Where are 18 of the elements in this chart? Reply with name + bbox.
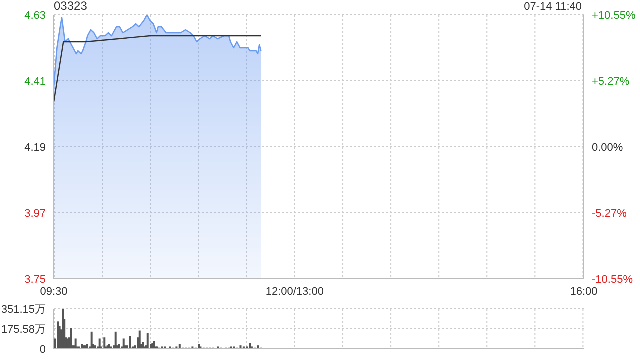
y-tick-label: 0 bbox=[40, 344, 46, 356]
y2-tick-label: -10.55% bbox=[592, 274, 634, 286]
y2-tick-label: -5.27% bbox=[592, 208, 628, 220]
y-tick-label: 4.63 bbox=[24, 10, 46, 22]
y2-tick-label: +5.27% bbox=[592, 76, 630, 88]
y-tick-label: 351.15万 bbox=[1, 304, 46, 316]
y2-tick-label: +10.55% bbox=[592, 10, 636, 22]
y-tick-label: 3.97 bbox=[24, 208, 46, 220]
y2-tick-label: 0.00% bbox=[592, 142, 624, 154]
chart-title: 03323 bbox=[54, 0, 88, 13]
y-tick-label: 4.19 bbox=[24, 142, 46, 154]
text: 07-14 11:40 bbox=[524, 1, 582, 13]
x-tick-label: 09:30 bbox=[40, 286, 68, 298]
x-tick-label: 16:00 bbox=[570, 286, 598, 298]
y-tick-label: 175.58万 bbox=[1, 324, 46, 336]
x-tick-label: 12:00/13:00 bbox=[266, 286, 324, 298]
y-tick-label: 3.75 bbox=[24, 274, 46, 286]
y-tick-label: 4.41 bbox=[24, 76, 46, 88]
